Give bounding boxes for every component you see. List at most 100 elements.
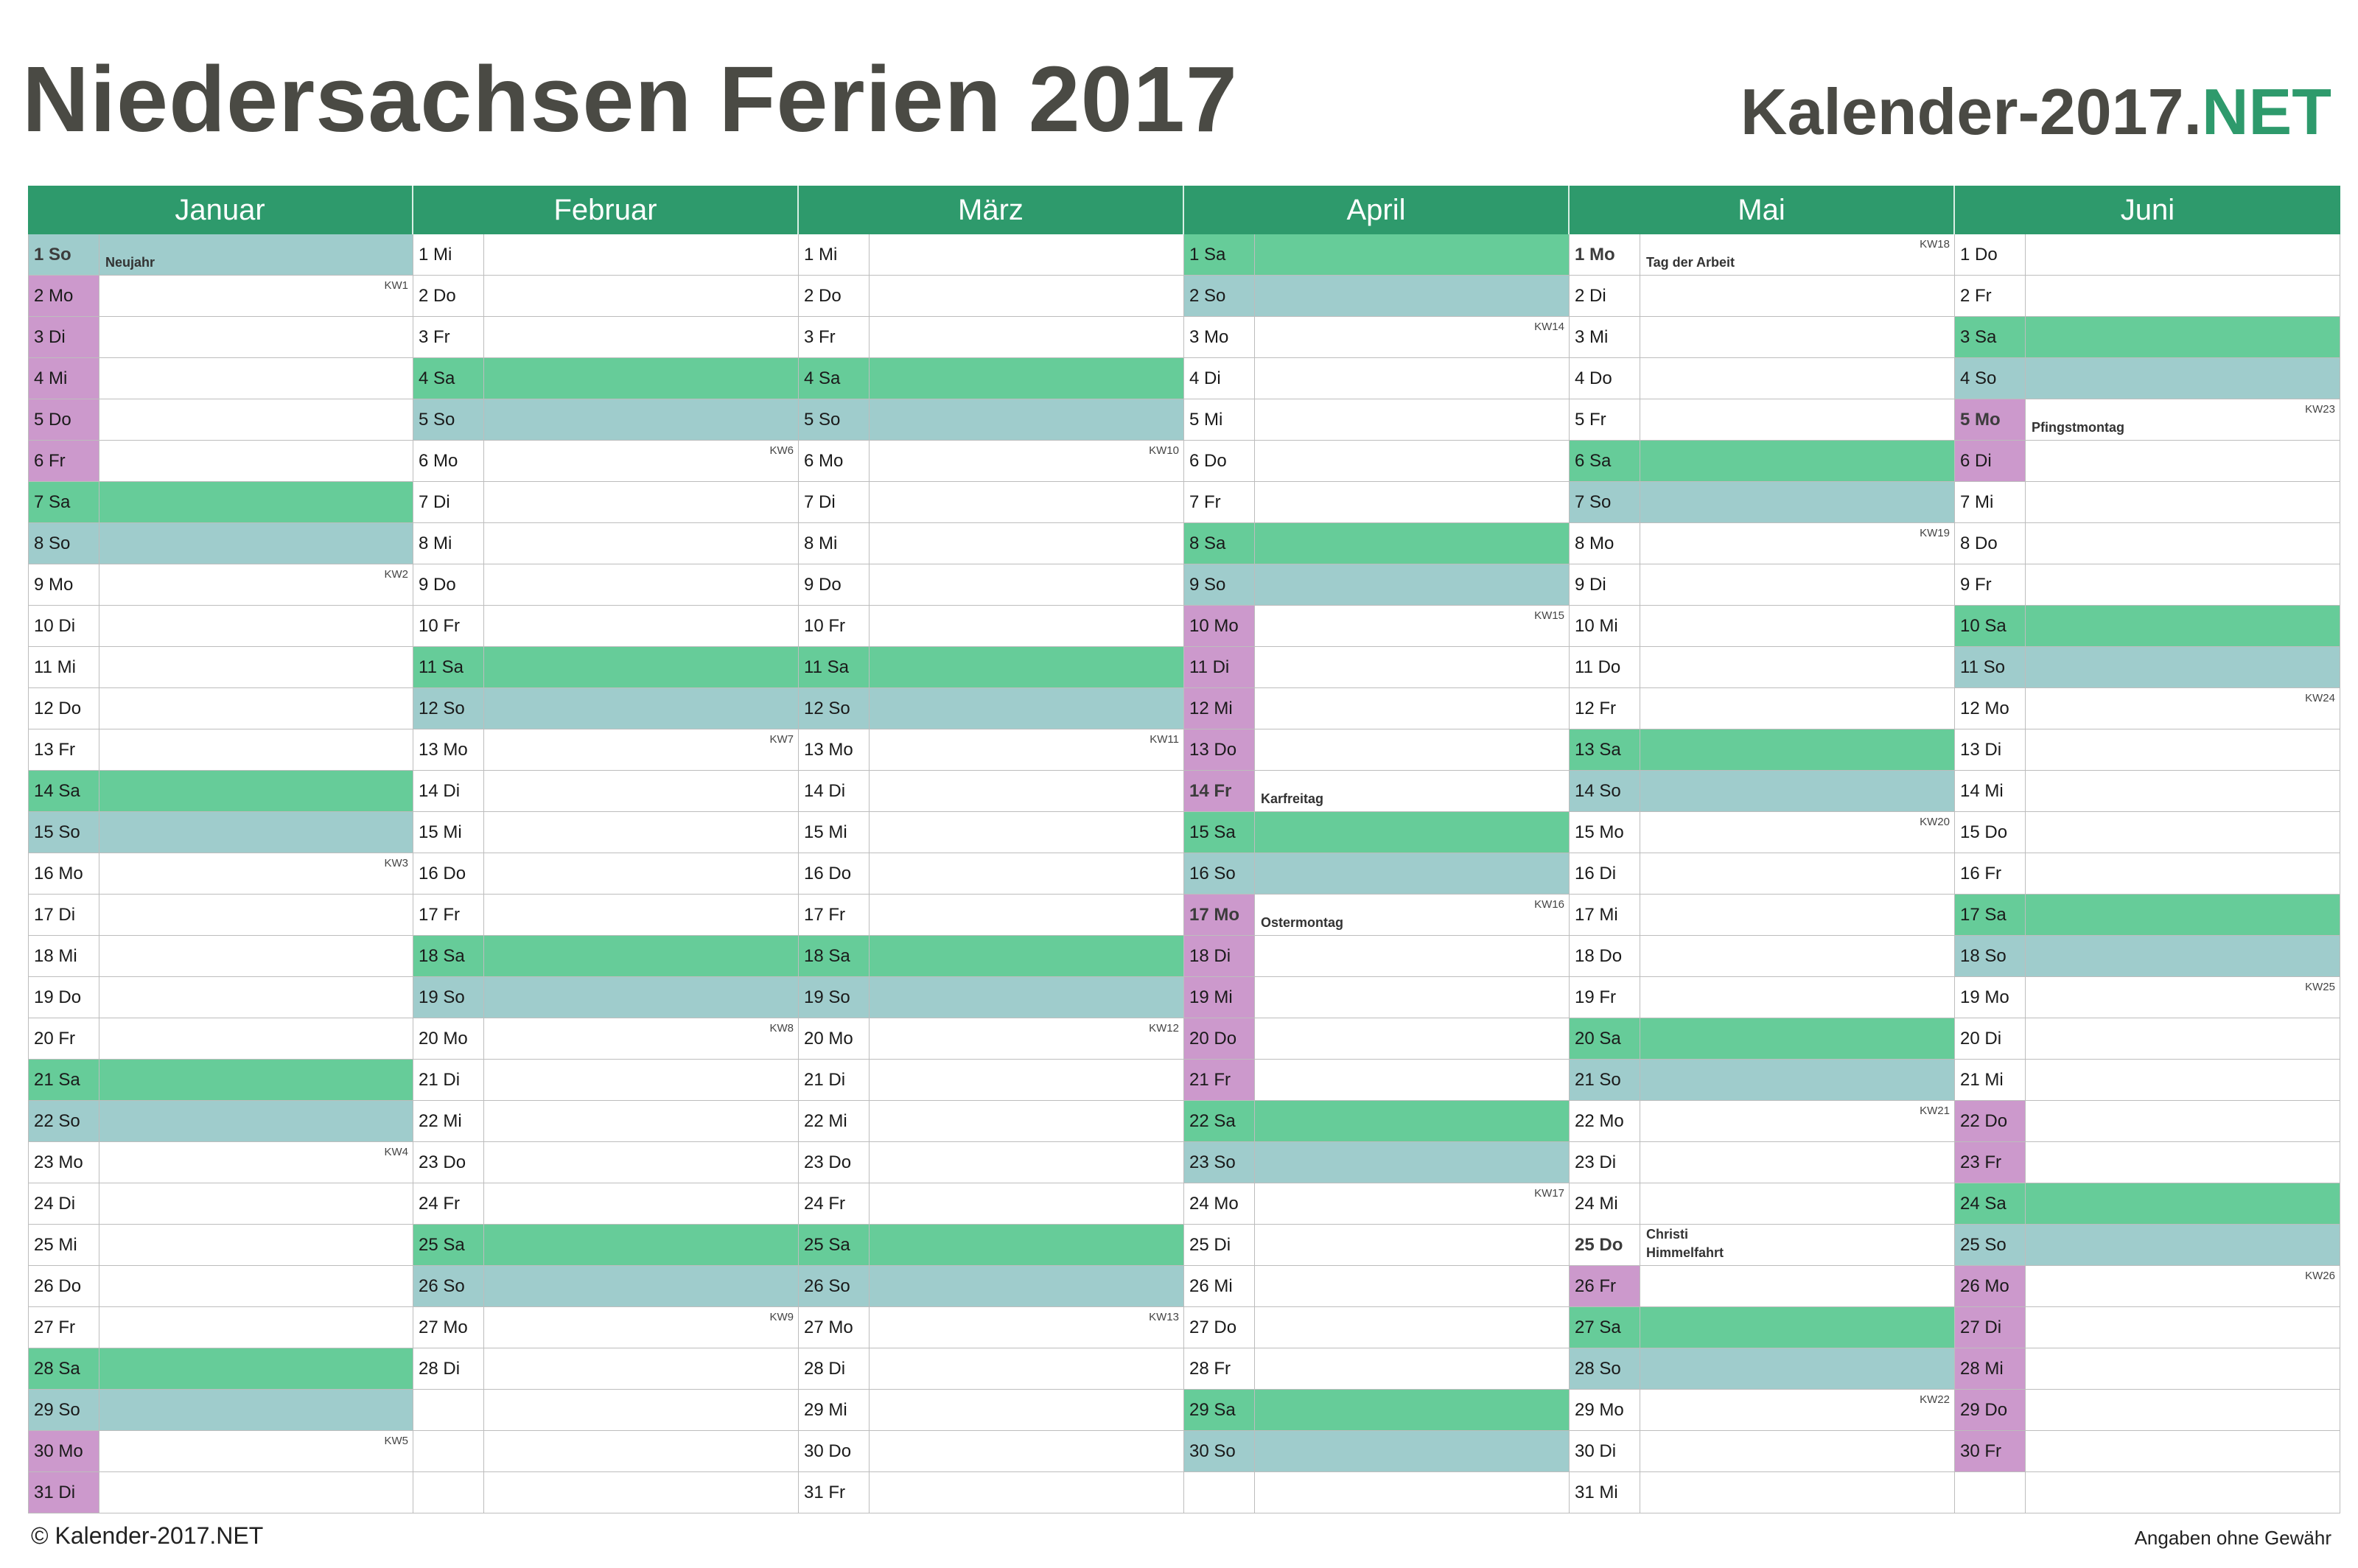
day-note xyxy=(99,1060,413,1100)
day-label: 1 Mi xyxy=(799,234,870,275)
day-note xyxy=(484,1142,798,1183)
day-row: 20 Do xyxy=(1184,1018,1570,1060)
day-row: 9 So xyxy=(1184,564,1570,606)
day-label: 5 So xyxy=(413,399,484,440)
month-column: März 1 Mi 2 Do 3 Fr 4 Sa 5 So 6 Mo KW10 7 Di 8 Mi… xyxy=(799,186,1184,1521)
day-row: 2 Di xyxy=(1570,276,1955,317)
day-row: 6 Di xyxy=(1955,441,2340,482)
day-row: 15 Sa xyxy=(1184,812,1570,853)
day-row: 28 Di xyxy=(799,1348,1184,1390)
month-column: Februar 1 Mi 2 Do 3 Fr 4 Sa 5 So 6 Mo KW6 7 Di 8 … xyxy=(413,186,799,1521)
day-row: 1 Do xyxy=(1955,234,2340,276)
day-row: 6 Fr xyxy=(28,441,413,482)
day-note xyxy=(1255,977,1569,1018)
day-note xyxy=(99,1266,413,1306)
day-row: 2 Fr xyxy=(1955,276,2340,317)
day-label: 20 Sa xyxy=(1570,1018,1640,1059)
day-label: 29 Mi xyxy=(799,1390,870,1430)
day-note xyxy=(2026,1142,2340,1183)
day-label: 19 So xyxy=(413,977,484,1018)
day-note xyxy=(2026,1348,2340,1389)
day-note xyxy=(484,234,798,275)
day-label: 30 Do xyxy=(799,1431,870,1471)
day-note: KW9 xyxy=(484,1307,798,1348)
day-note xyxy=(99,441,413,481)
day-label: 6 Do xyxy=(1184,441,1255,481)
day-row: 6 Mo KW10 xyxy=(799,441,1184,482)
day-note xyxy=(870,1225,1183,1265)
footer-disclaimer: Angaben ohne Gewähr xyxy=(2134,1527,2331,1549)
day-note xyxy=(2026,276,2340,316)
day-note xyxy=(870,977,1183,1018)
day-label: 17 Fr xyxy=(799,895,870,935)
day-label: 15 Mi xyxy=(413,812,484,853)
day-label: 28 Di xyxy=(413,1348,484,1389)
day-row: 26 So xyxy=(799,1266,1184,1307)
day-label: 14 Di xyxy=(413,771,484,811)
day-row: 12 So xyxy=(413,688,799,729)
day-note xyxy=(1640,895,1954,935)
day-label: 4 Sa xyxy=(413,358,484,399)
holiday-name: Neujahr xyxy=(105,254,155,270)
day-row: 23 Do xyxy=(799,1142,1184,1183)
day-note: KW13 xyxy=(870,1307,1183,1348)
day-label: 24 Sa xyxy=(1955,1183,2026,1224)
day-row: 25 So xyxy=(1955,1225,2340,1266)
day-label: 28 Sa xyxy=(29,1348,99,1389)
day-row: 4 Do xyxy=(1570,358,1955,399)
day-note xyxy=(99,606,413,646)
day-label: 8 Mo xyxy=(1570,523,1640,564)
day-note xyxy=(870,895,1183,935)
day-note xyxy=(1640,441,1954,481)
day-row: 10 Mo KW15 xyxy=(1184,606,1570,647)
day-row: 9 Mo KW2 xyxy=(28,564,413,606)
day-row: 21 Di xyxy=(413,1060,799,1101)
day-note xyxy=(1640,606,1954,646)
day-row: 4 So xyxy=(1955,358,2340,399)
week-number: KW2 xyxy=(384,568,408,581)
month-header: März xyxy=(799,186,1184,234)
day-label: 5 So xyxy=(799,399,870,440)
day-note xyxy=(484,1101,798,1141)
day-row: 7 Mi xyxy=(1955,482,2340,523)
day-note xyxy=(870,317,1183,357)
day-label: 4 Sa xyxy=(799,358,870,399)
day-label: 27 Mo xyxy=(413,1307,484,1348)
day-row: 17 Fr xyxy=(413,895,799,936)
day-note xyxy=(870,1266,1183,1306)
day-note xyxy=(484,606,798,646)
day-note xyxy=(1640,1142,1954,1183)
day-row: 22 Do xyxy=(1955,1101,2340,1142)
day-note xyxy=(99,771,413,811)
empty-day-cell xyxy=(413,1390,799,1431)
day-row: 12 Mo KW24 xyxy=(1955,688,2340,729)
day-label: 18 Sa xyxy=(799,936,870,976)
day-row: 1 So Neujahr xyxy=(28,234,413,276)
day-row: 15 So xyxy=(28,812,413,853)
week-number: KW25 xyxy=(2305,981,2335,993)
month-column: Mai 1 Mo KW18 Tag der Arbeit 2 Di 3 Mi 4 Do 5 F… xyxy=(1570,186,1955,1521)
day-note: KW21 xyxy=(1640,1101,1954,1141)
day-label: 31 Di xyxy=(29,1472,99,1513)
day-note xyxy=(870,1390,1183,1430)
day-note xyxy=(99,977,413,1018)
day-row: 19 Mo KW25 xyxy=(1955,977,2340,1018)
day-row: 9 Do xyxy=(413,564,799,606)
day-note xyxy=(2026,853,2340,894)
day-label: 22 Mi xyxy=(413,1101,484,1141)
day-label: 21 Di xyxy=(413,1060,484,1100)
day-row: 19 So xyxy=(413,977,799,1018)
day-row: 31 Fr xyxy=(799,1472,1184,1513)
day-label: 27 Fr xyxy=(29,1307,99,1348)
day-note xyxy=(484,482,798,522)
day-row: 2 Do xyxy=(799,276,1184,317)
day-row: 9 Fr xyxy=(1955,564,2340,606)
day-label: 20 Fr xyxy=(29,1018,99,1059)
day-row: 18 Di xyxy=(1184,936,1570,977)
day-label: 2 Do xyxy=(413,276,484,316)
day-row: 3 Mi xyxy=(1570,317,1955,358)
day-note xyxy=(870,358,1183,399)
day-label: 8 Sa xyxy=(1184,523,1255,564)
day-note xyxy=(1255,729,1569,770)
day-row: 25 Di xyxy=(1184,1225,1570,1266)
